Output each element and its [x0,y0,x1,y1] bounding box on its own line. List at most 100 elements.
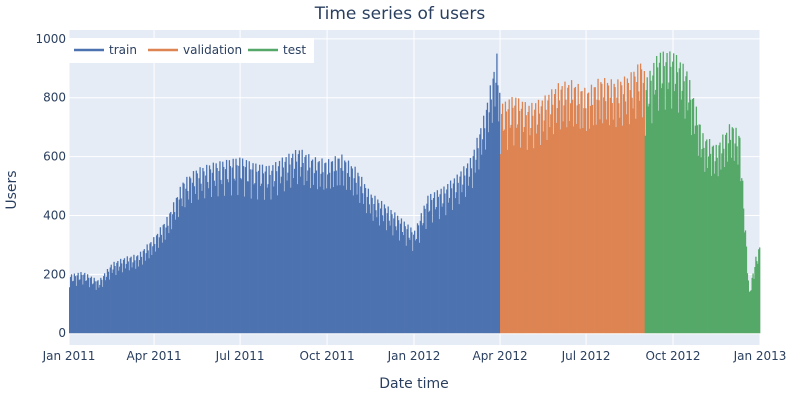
bar-train [290,187,292,334]
bar-train [204,198,206,334]
bar-validation [523,127,525,334]
y-tick-label: 600 [43,150,66,164]
bar-validation [593,87,595,334]
bar-train [444,193,446,334]
bar-validation [546,139,548,334]
bar-train [145,253,147,334]
bar-train [397,215,399,334]
bar-validation [531,102,533,334]
bar-train [260,183,263,334]
bar-test [715,144,717,334]
bar-train [462,184,464,334]
bar-train [274,181,276,334]
bar-train [122,259,125,334]
bar-test [687,110,689,334]
bar-train [207,182,209,334]
bar-train [482,139,484,334]
bar-train [167,225,169,334]
bar-train [223,166,225,334]
bar-validation [580,91,582,334]
bar-test [656,67,659,334]
bar-train [289,164,291,334]
bar-train [464,175,466,334]
bar-train [374,195,376,334]
bar-validation [555,122,558,334]
bar-train [155,251,157,334]
bar-test [675,55,678,334]
bar-test [719,142,721,334]
bar-train [285,157,287,334]
bar-train [378,203,380,334]
bar-test [677,112,680,334]
bar-train [164,239,166,334]
bar-validation [500,113,503,334]
bar-train [405,245,407,334]
bar-train [72,280,75,334]
bar-train [147,250,149,334]
bar-train [299,176,301,334]
bar-train [84,272,86,334]
bar-train [178,199,180,334]
bar-train [320,173,322,334]
bar-test [700,157,702,334]
bar-train [361,176,363,334]
bar-train [103,273,106,334]
bar-test [702,133,704,334]
bar-train [225,159,228,334]
bar-train [382,221,385,334]
bar-train [171,229,173,334]
bar-train [495,82,497,334]
bar-train [276,171,278,334]
bar-test [705,141,707,334]
bar-validation [591,104,594,334]
x-tick-label: Apr 2011 [127,349,182,363]
bar-train [209,169,212,334]
bar-test [708,156,710,334]
bar-test [703,147,705,334]
bar-train [280,176,283,334]
bar-train [175,198,178,334]
bar-train [230,195,232,334]
bar-test [716,157,718,334]
bar-test [752,273,754,334]
bar-validation [604,78,606,334]
bar-train [245,160,248,334]
bar-validation [552,104,554,334]
bar-train [375,210,377,334]
bar-validation [609,97,611,334]
bar-test [670,66,672,334]
bar-train [406,229,408,334]
bar-validation [528,105,530,334]
bar-train [150,242,152,334]
bar-train [130,256,132,334]
bar-train [247,181,249,334]
bar-test [652,75,654,334]
bar-test [683,81,685,334]
bar-train [279,183,282,334]
bar-validation [504,101,507,334]
bar-train [468,176,471,334]
bar-train [228,160,231,334]
bar-validation [517,124,519,334]
bar-train [124,268,127,334]
bar-validation [554,89,557,334]
bar-validation [549,127,551,334]
bar-train [365,213,368,334]
bar-train [240,178,242,334]
bar-train [486,102,489,334]
bar-train [191,182,194,334]
bar-train [463,166,465,334]
bar-test [692,98,695,334]
bar-validation [534,109,536,334]
bar-train [394,212,396,334]
bar-test [714,161,716,334]
bar-train [277,166,280,334]
bar-validation [516,127,518,334]
bar-train [104,280,107,334]
legend-label-validation: validation [183,43,242,57]
bar-train [328,172,331,334]
bar-train [424,208,426,334]
bar-train [467,185,470,334]
bar-train [403,221,405,334]
bar-train [229,166,231,334]
